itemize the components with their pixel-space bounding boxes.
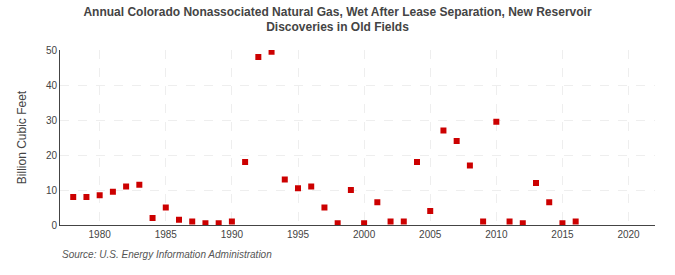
svg-text:50: 50 xyxy=(46,45,58,56)
svg-text:10: 10 xyxy=(46,185,58,196)
svg-text:30: 30 xyxy=(46,115,58,126)
svg-text:Billion Cubic Feet: Billion Cubic Feet xyxy=(15,90,29,184)
svg-text:2005: 2005 xyxy=(419,229,442,240)
svg-text:2010: 2010 xyxy=(485,229,508,240)
svg-text:2000: 2000 xyxy=(353,229,376,240)
svg-text:1980: 1980 xyxy=(89,229,112,240)
svg-text:2015: 2015 xyxy=(551,229,574,240)
svg-text:Source: U.S. Energy Informatio: Source: U.S. Energy Information Administ… xyxy=(62,249,272,260)
svg-text:0: 0 xyxy=(51,220,57,231)
svg-text:2020: 2020 xyxy=(617,229,640,240)
svg-text:20: 20 xyxy=(46,150,58,161)
svg-text:Annual Colorado Nonassociated: Annual Colorado Nonassociated Natural Ga… xyxy=(83,5,591,35)
svg-text:1990: 1990 xyxy=(221,229,244,240)
svg-text:1995: 1995 xyxy=(287,229,310,240)
svg-text:1985: 1985 xyxy=(155,229,178,240)
svg-text:40: 40 xyxy=(46,80,58,91)
